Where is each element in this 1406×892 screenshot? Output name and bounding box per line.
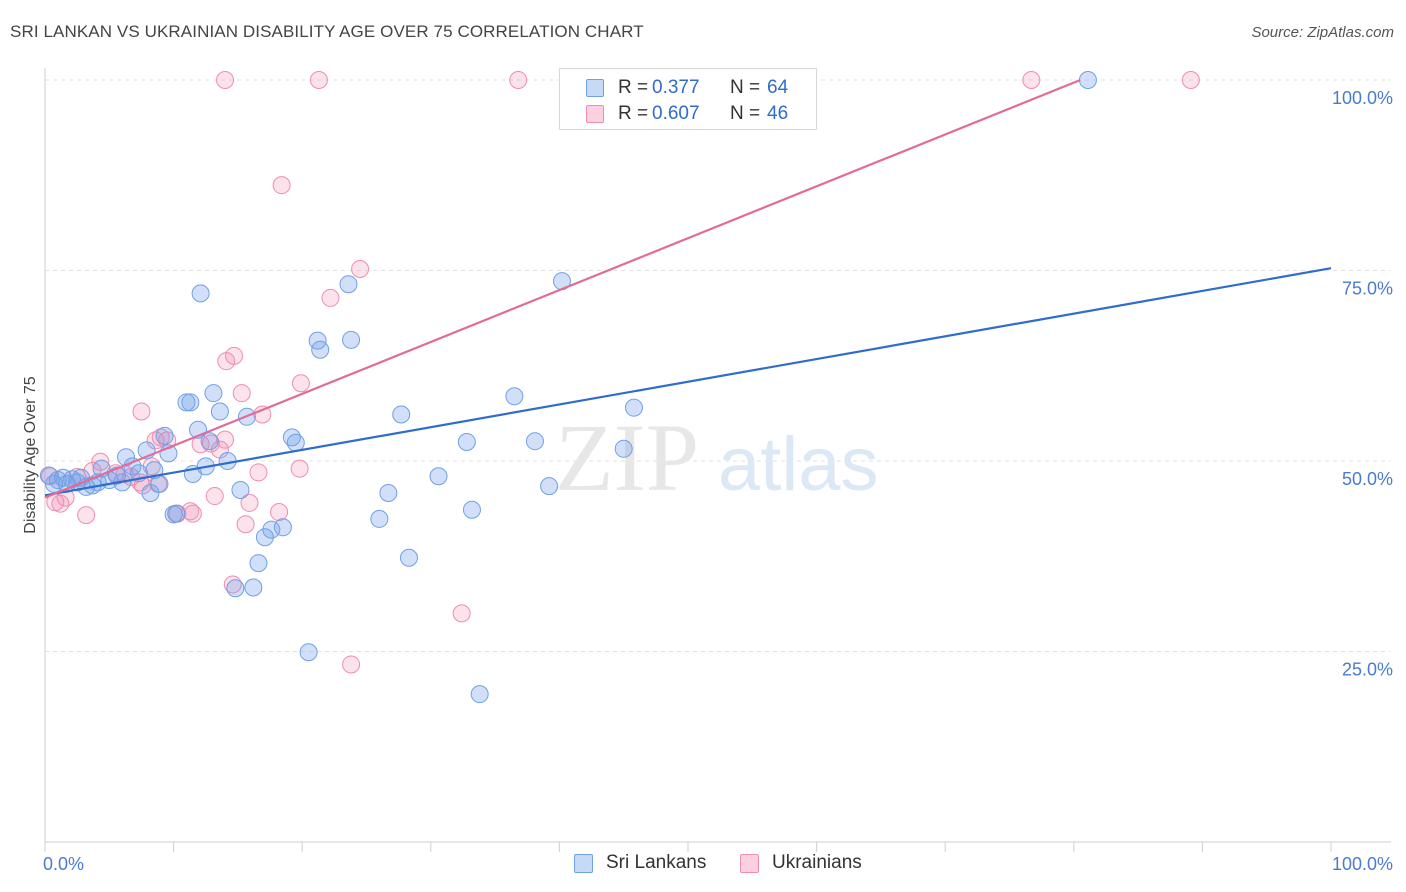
ukrainian-point — [216, 71, 235, 89]
y-tick-label: 100.0% — [1332, 88, 1393, 108]
ukrainian-point — [452, 604, 471, 623]
sri-lankan-point — [379, 484, 398, 503]
ukrainian-point — [240, 493, 259, 512]
y-axis-label: Disability Age Over 75 — [22, 376, 39, 534]
sri-lankan-point — [150, 474, 169, 493]
sri-lankan-point — [231, 480, 250, 499]
sri-lankan-point — [155, 426, 174, 445]
ukrainian-point — [236, 515, 255, 534]
sri-lankan-point — [1078, 71, 1097, 89]
bottom-legend-label: Sri Lankans — [606, 852, 707, 873]
ukrainian-point — [351, 259, 370, 278]
sri-lankan-trend-line — [44, 267, 1332, 497]
ukrainian-point — [232, 384, 251, 403]
legend-r-value: 0.377 — [652, 77, 700, 98]
sri-lankan-point — [339, 275, 358, 294]
ukrainian-point — [205, 487, 224, 506]
x-tick-label: 100.0% — [1332, 854, 1393, 874]
ukrainian-point — [132, 402, 151, 421]
ukrainian-point — [272, 176, 291, 195]
watermark: ZIP atlas — [555, 404, 879, 511]
watermark-zip: ZIP — [555, 404, 699, 511]
legend-n-label: N = — [730, 77, 761, 98]
gridlines — [45, 79, 1391, 652]
sri-lankan-point — [614, 439, 633, 458]
ukrainian-point — [321, 288, 340, 307]
sri-lankan-point — [299, 643, 318, 662]
ukrainian-point — [217, 352, 236, 371]
ukrainian-point — [216, 430, 235, 449]
sri-lankan-point — [624, 398, 643, 417]
tick-labels: 100.0% 75.0% 50.0% 25.0% 0.0% 100.0% — [43, 88, 1393, 874]
stats-legend: R = 0.377 N = 64 R = 0.607 N = 46 — [559, 68, 817, 130]
sri-lankan-point — [462, 500, 481, 519]
ukrainian-point — [1181, 71, 1200, 89]
sri-lankan-point — [505, 387, 524, 406]
watermark-atlas: atlas — [718, 422, 879, 507]
sri-lankan-point — [286, 433, 305, 452]
ukrainian-point — [270, 503, 289, 522]
ukrainian-point — [290, 459, 309, 478]
sri-lankan-point — [181, 393, 200, 412]
ukrainian-point — [309, 71, 328, 89]
sri-lankan-point — [311, 340, 330, 359]
sri-lankan-point — [273, 518, 292, 537]
legend-n-label: N = — [730, 103, 761, 124]
sri-lankan-point — [392, 405, 411, 424]
legend-swatch-blue — [586, 79, 604, 97]
sri-lankan-point — [249, 554, 268, 573]
bottom-legend-swatch-pink — [740, 854, 759, 873]
ukrainian-point — [1022, 71, 1041, 89]
sri-lankan-point — [191, 284, 210, 303]
sri-lankan-point — [540, 477, 559, 496]
legend-swatch-pink — [586, 105, 604, 123]
ukrainian-point — [77, 506, 96, 525]
ukrainian-point — [509, 71, 528, 89]
y-tick-label: 50.0% — [1342, 469, 1393, 489]
sri-lankan-point — [39, 466, 58, 485]
sri-lankan-point — [204, 384, 223, 403]
ukrainian-point — [51, 494, 70, 513]
y-tick-label: 75.0% — [1342, 279, 1393, 299]
ukrainian-point — [291, 374, 310, 393]
bottom-legend-label: Ukrainians — [772, 852, 862, 873]
source-credit: Source: ZipAtlas.com — [1251, 24, 1394, 41]
sri-lankan-point — [244, 578, 263, 597]
trend-lines — [44, 78, 1332, 499]
ukrainian-point — [342, 655, 361, 674]
sri-lankan-point — [167, 504, 186, 523]
sri-lankan-point — [200, 432, 219, 451]
sri-lankan-point — [525, 432, 544, 451]
bottom-legend-swatch-blue — [574, 854, 593, 873]
sri-lankan-point — [262, 520, 281, 539]
ukrainian-trend-line — [44, 78, 1081, 499]
legend-r-label: R = — [618, 103, 649, 124]
chart-title: SRI LANKAN VS UKRAINIAN DISABILITY AGE O… — [10, 22, 644, 41]
ukrainian-point — [183, 504, 202, 523]
sri-lankan-point — [255, 528, 274, 547]
axes — [44, 68, 1391, 852]
legend-n-value: 64 — [767, 77, 789, 98]
sri-lankan-point — [457, 432, 476, 451]
sri-lankan-point — [177, 393, 196, 412]
y-tick-label: 25.0% — [1342, 660, 1393, 680]
sri-lankan-point — [470, 685, 489, 704]
x-tick-label: 0.0% — [43, 854, 84, 874]
sri-lankan-point — [370, 509, 389, 528]
sri-lankan-point — [141, 484, 160, 503]
sri-lankan-point — [210, 402, 229, 421]
legend-r-value: 0.607 — [652, 103, 700, 124]
legend-r-label: R = — [618, 77, 649, 98]
sri-lankan-point — [226, 579, 245, 598]
sri-lankan-point — [399, 548, 418, 567]
sri-lankan-point — [342, 330, 361, 349]
sri-lankan-point — [429, 467, 448, 486]
ukrainian-points — [41, 71, 1200, 674]
legend-n-value: 46 — [767, 103, 789, 124]
ukrainian-point — [91, 452, 110, 471]
sri-lankan-points — [39, 71, 1097, 704]
ukrainian-point — [249, 463, 268, 482]
